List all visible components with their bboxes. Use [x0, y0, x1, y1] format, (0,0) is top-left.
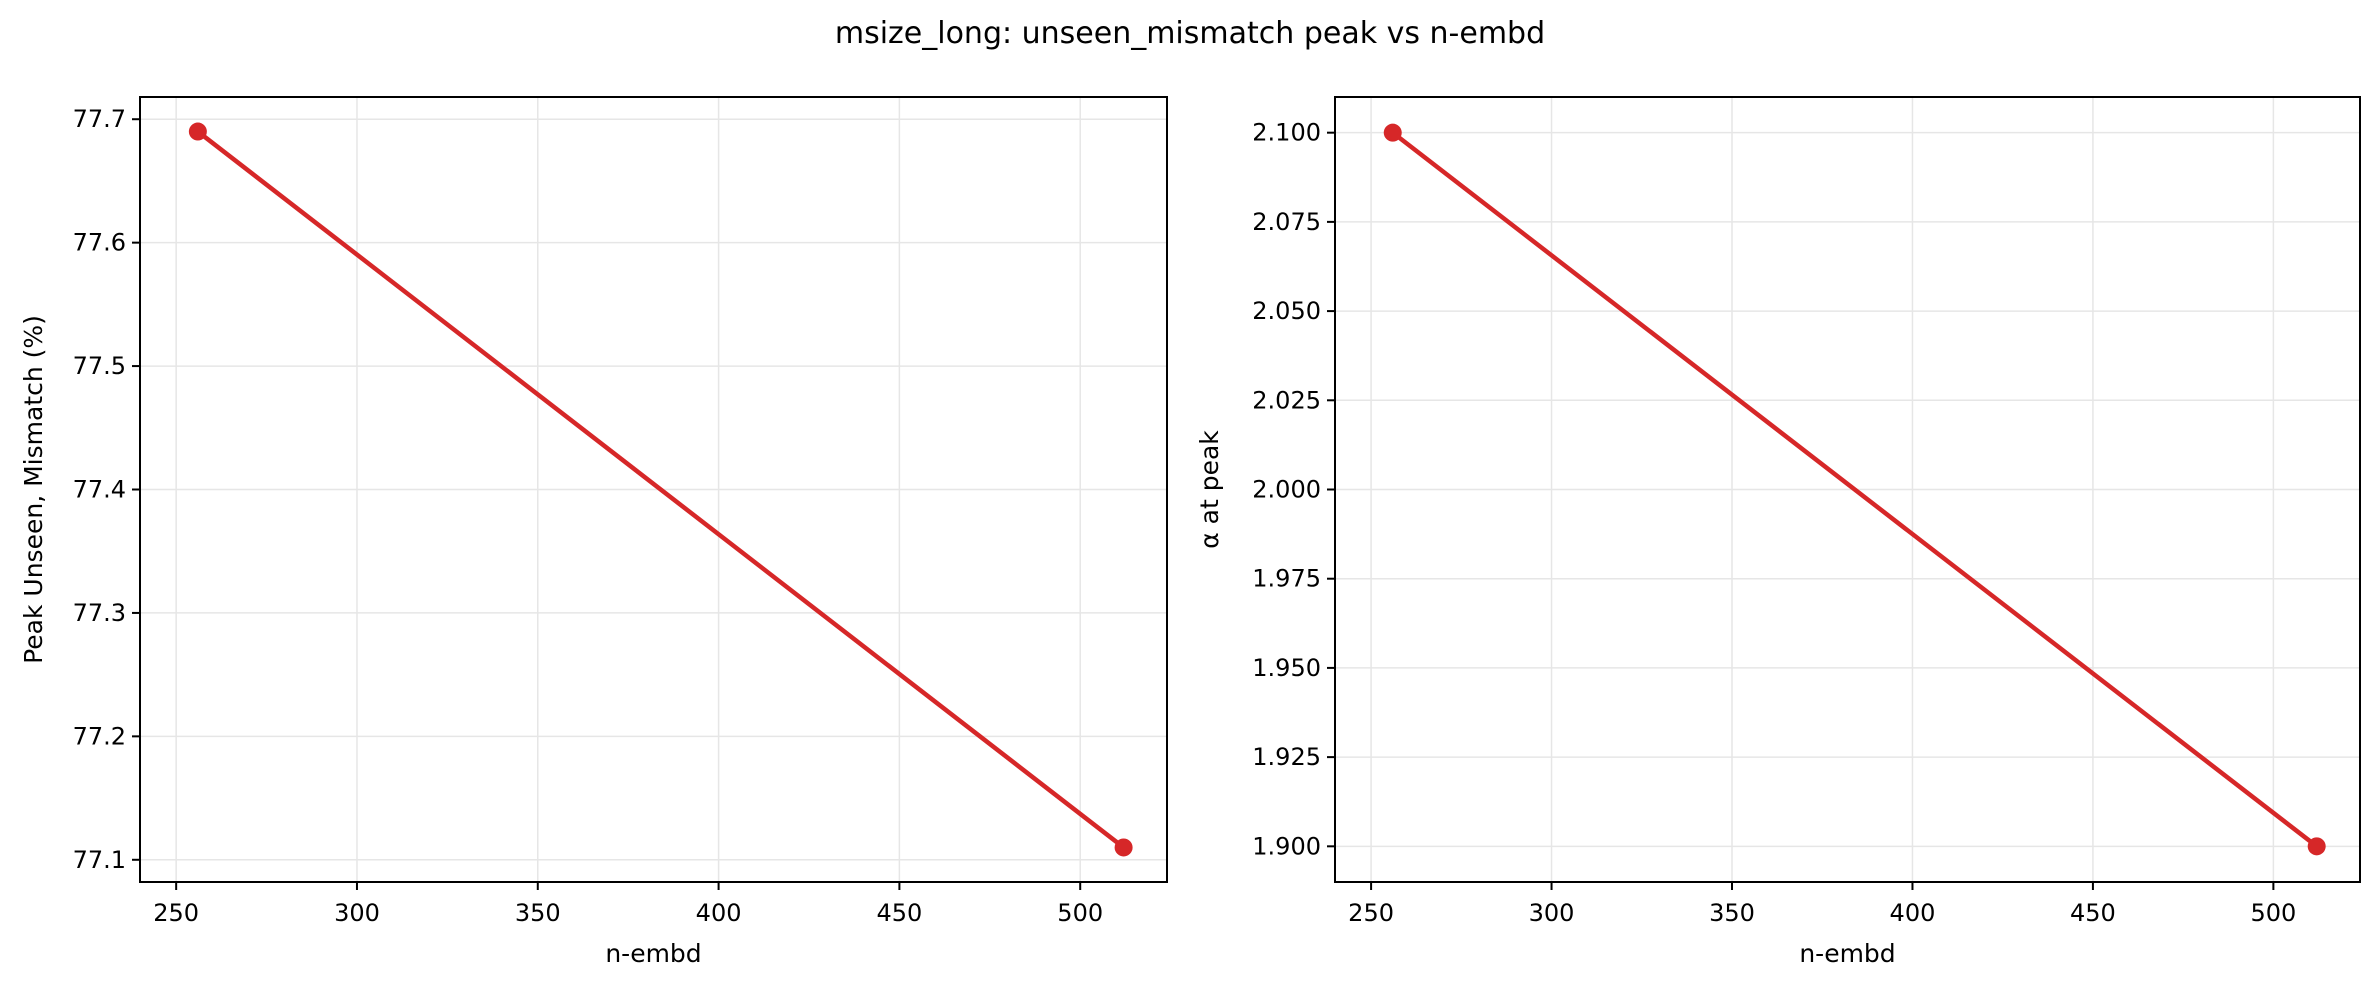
left-chart-panel: 250 300 350 400 450 500 77.1 77.2 77.3 77.4 77.5 77…: [19, 96, 1168, 968]
y-tick-label: 77.1: [73, 846, 126, 874]
x-tick-label: 450: [876, 899, 922, 927]
y-tick-label: 77.4: [73, 476, 126, 504]
y-tick-label: 2.050: [1252, 297, 1321, 325]
y-tick-label: 2.000: [1252, 476, 1321, 504]
x-tick-label: 450: [2070, 899, 2116, 927]
data-point: [1114, 838, 1133, 857]
x-axis-label: n-embd: [605, 939, 701, 968]
x-tick-label: 250: [1348, 899, 1394, 927]
x-tick-label: 250: [153, 899, 199, 927]
y-tick-label: 2.100: [1252, 119, 1321, 147]
y-tick-label: 2.075: [1252, 208, 1321, 236]
figure-title: msize_long: unseen_mismatch peak vs n-em…: [835, 16, 1545, 51]
right-chart-panel: 250 300 350 400 450 500 1.900 1.925 1.950 1.975 2.…: [1195, 96, 2361, 968]
data-point: [1383, 123, 1402, 142]
x-tick-label: 350: [515, 899, 561, 927]
y-tick-label: 77.7: [73, 105, 126, 133]
y-tick-label: 1.950: [1252, 654, 1321, 682]
y-tick-label: 77.5: [73, 352, 126, 380]
y-axis-label: α at peak: [1195, 430, 1224, 549]
y-tick-label: 1.975: [1252, 565, 1321, 593]
y-axis-label: Peak Unseen, Mismatch (%): [19, 315, 48, 664]
data-point: [2307, 837, 2326, 856]
y-tick-label: 2.025: [1252, 386, 1321, 414]
x-tick-label: 500: [1057, 899, 1103, 927]
y-tick-label: 1.925: [1252, 743, 1321, 771]
x-tick-label: 350: [1709, 899, 1755, 927]
x-tick-label: 400: [1890, 899, 1936, 927]
x-tick-label: 300: [1529, 899, 1575, 927]
data-point: [188, 122, 207, 141]
series-line: [196, 129, 1125, 850]
x-axis-label: n-embd: [1799, 939, 1895, 968]
y-tick-label: 77.6: [73, 229, 126, 257]
y-tick-label: 77.3: [73, 599, 126, 627]
series-line: [1391, 130, 2319, 849]
y-tick-label: 1.900: [1252, 832, 1321, 860]
x-tick-label: 400: [696, 899, 742, 927]
x-tick-label: 500: [2250, 899, 2296, 927]
x-tick-label: 300: [334, 899, 380, 927]
y-tick-label: 77.2: [73, 722, 126, 750]
